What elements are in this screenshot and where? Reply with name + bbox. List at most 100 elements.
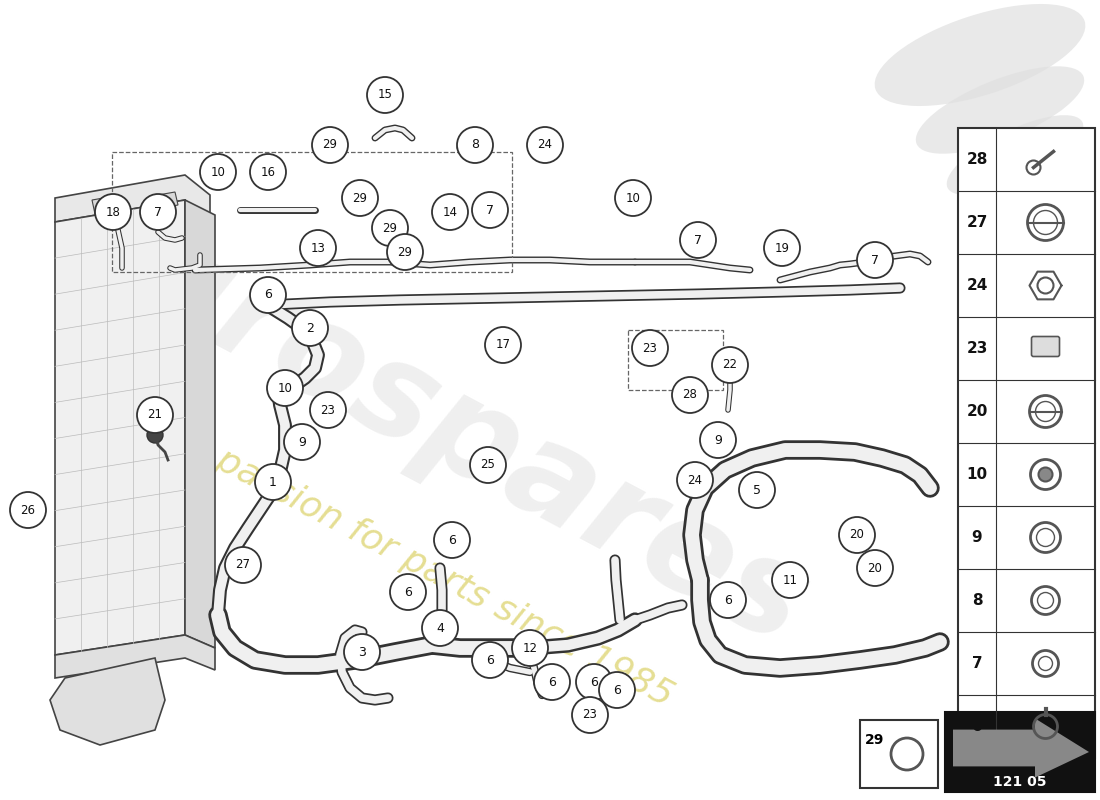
Text: 7: 7 <box>871 254 879 266</box>
Text: 23: 23 <box>583 709 597 722</box>
Circle shape <box>700 422 736 458</box>
FancyBboxPatch shape <box>860 720 938 788</box>
Circle shape <box>200 154 236 190</box>
Circle shape <box>432 194 468 230</box>
Circle shape <box>764 230 800 266</box>
Text: a passion for parts since 1985: a passion for parts since 1985 <box>182 427 679 713</box>
Text: 29: 29 <box>383 222 397 234</box>
Circle shape <box>312 127 348 163</box>
Polygon shape <box>55 200 185 655</box>
Ellipse shape <box>947 115 1084 195</box>
Circle shape <box>140 194 176 230</box>
Text: 6: 6 <box>724 594 732 606</box>
Text: 6: 6 <box>264 289 272 302</box>
Circle shape <box>472 642 508 678</box>
Circle shape <box>712 347 748 383</box>
Text: 10: 10 <box>967 467 988 482</box>
Circle shape <box>576 664 612 700</box>
Text: 6: 6 <box>613 683 620 697</box>
Text: 23: 23 <box>966 341 988 356</box>
Circle shape <box>250 277 286 313</box>
Text: 11: 11 <box>782 574 797 586</box>
Text: 16: 16 <box>261 166 275 178</box>
Text: 7: 7 <box>154 206 162 218</box>
Text: 5: 5 <box>754 483 761 497</box>
Circle shape <box>255 464 292 500</box>
Circle shape <box>138 397 173 433</box>
Circle shape <box>672 377 708 413</box>
Text: 28: 28 <box>683 389 697 402</box>
Text: 20: 20 <box>966 404 988 419</box>
Text: 10: 10 <box>210 166 225 178</box>
Circle shape <box>226 547 261 583</box>
Text: 20: 20 <box>868 562 882 574</box>
Circle shape <box>10 492 46 528</box>
Text: 24: 24 <box>688 474 703 486</box>
Text: 29: 29 <box>397 246 412 258</box>
Text: 23: 23 <box>642 342 658 354</box>
FancyBboxPatch shape <box>1032 337 1059 357</box>
Text: 4: 4 <box>436 622 444 634</box>
Circle shape <box>572 697 608 733</box>
FancyBboxPatch shape <box>958 128 1094 758</box>
Circle shape <box>710 582 746 618</box>
Circle shape <box>472 192 508 228</box>
Ellipse shape <box>916 66 1085 154</box>
Text: 6: 6 <box>971 719 982 734</box>
Circle shape <box>250 154 286 190</box>
Circle shape <box>387 234 424 270</box>
Polygon shape <box>185 200 214 648</box>
Circle shape <box>342 180 378 216</box>
Text: 25: 25 <box>481 458 495 471</box>
Text: 7: 7 <box>971 656 982 671</box>
Text: 13: 13 <box>310 242 326 254</box>
Text: 18: 18 <box>106 206 120 218</box>
Circle shape <box>680 222 716 258</box>
Text: 7: 7 <box>694 234 702 246</box>
Text: 14: 14 <box>442 206 458 218</box>
Circle shape <box>300 230 336 266</box>
Circle shape <box>434 522 470 558</box>
FancyBboxPatch shape <box>945 712 1094 792</box>
Text: 29: 29 <box>322 138 338 151</box>
Text: 121 05: 121 05 <box>993 775 1047 789</box>
Text: 19: 19 <box>774 242 790 254</box>
Text: eurospares: eurospares <box>32 168 828 672</box>
Text: 6: 6 <box>486 654 494 666</box>
Circle shape <box>284 424 320 460</box>
Text: 23: 23 <box>320 403 336 417</box>
Text: 27: 27 <box>966 215 988 230</box>
Circle shape <box>470 447 506 483</box>
Circle shape <box>485 327 521 363</box>
Text: 15: 15 <box>377 89 393 102</box>
Circle shape <box>676 462 713 498</box>
Text: 21: 21 <box>147 409 163 422</box>
Text: 9: 9 <box>971 530 982 545</box>
Circle shape <box>632 330 668 366</box>
Text: 8: 8 <box>971 593 982 608</box>
Circle shape <box>147 427 163 443</box>
Circle shape <box>292 310 328 346</box>
Circle shape <box>534 664 570 700</box>
Text: 12: 12 <box>522 642 538 654</box>
Polygon shape <box>92 196 118 214</box>
Text: 10: 10 <box>626 191 640 205</box>
Circle shape <box>857 242 893 278</box>
Ellipse shape <box>874 4 1086 106</box>
Circle shape <box>372 210 408 246</box>
Text: 29: 29 <box>352 191 367 205</box>
Circle shape <box>615 180 651 216</box>
Circle shape <box>267 370 303 406</box>
Text: 17: 17 <box>495 338 510 351</box>
Circle shape <box>456 127 493 163</box>
Text: 6: 6 <box>590 675 598 689</box>
Circle shape <box>857 550 893 586</box>
Polygon shape <box>55 635 215 678</box>
Text: 7: 7 <box>486 203 494 217</box>
Text: 27: 27 <box>235 558 251 571</box>
Circle shape <box>95 194 131 230</box>
Text: 22: 22 <box>723 358 737 371</box>
Circle shape <box>367 77 403 113</box>
Text: 28: 28 <box>966 152 988 167</box>
Circle shape <box>772 562 808 598</box>
